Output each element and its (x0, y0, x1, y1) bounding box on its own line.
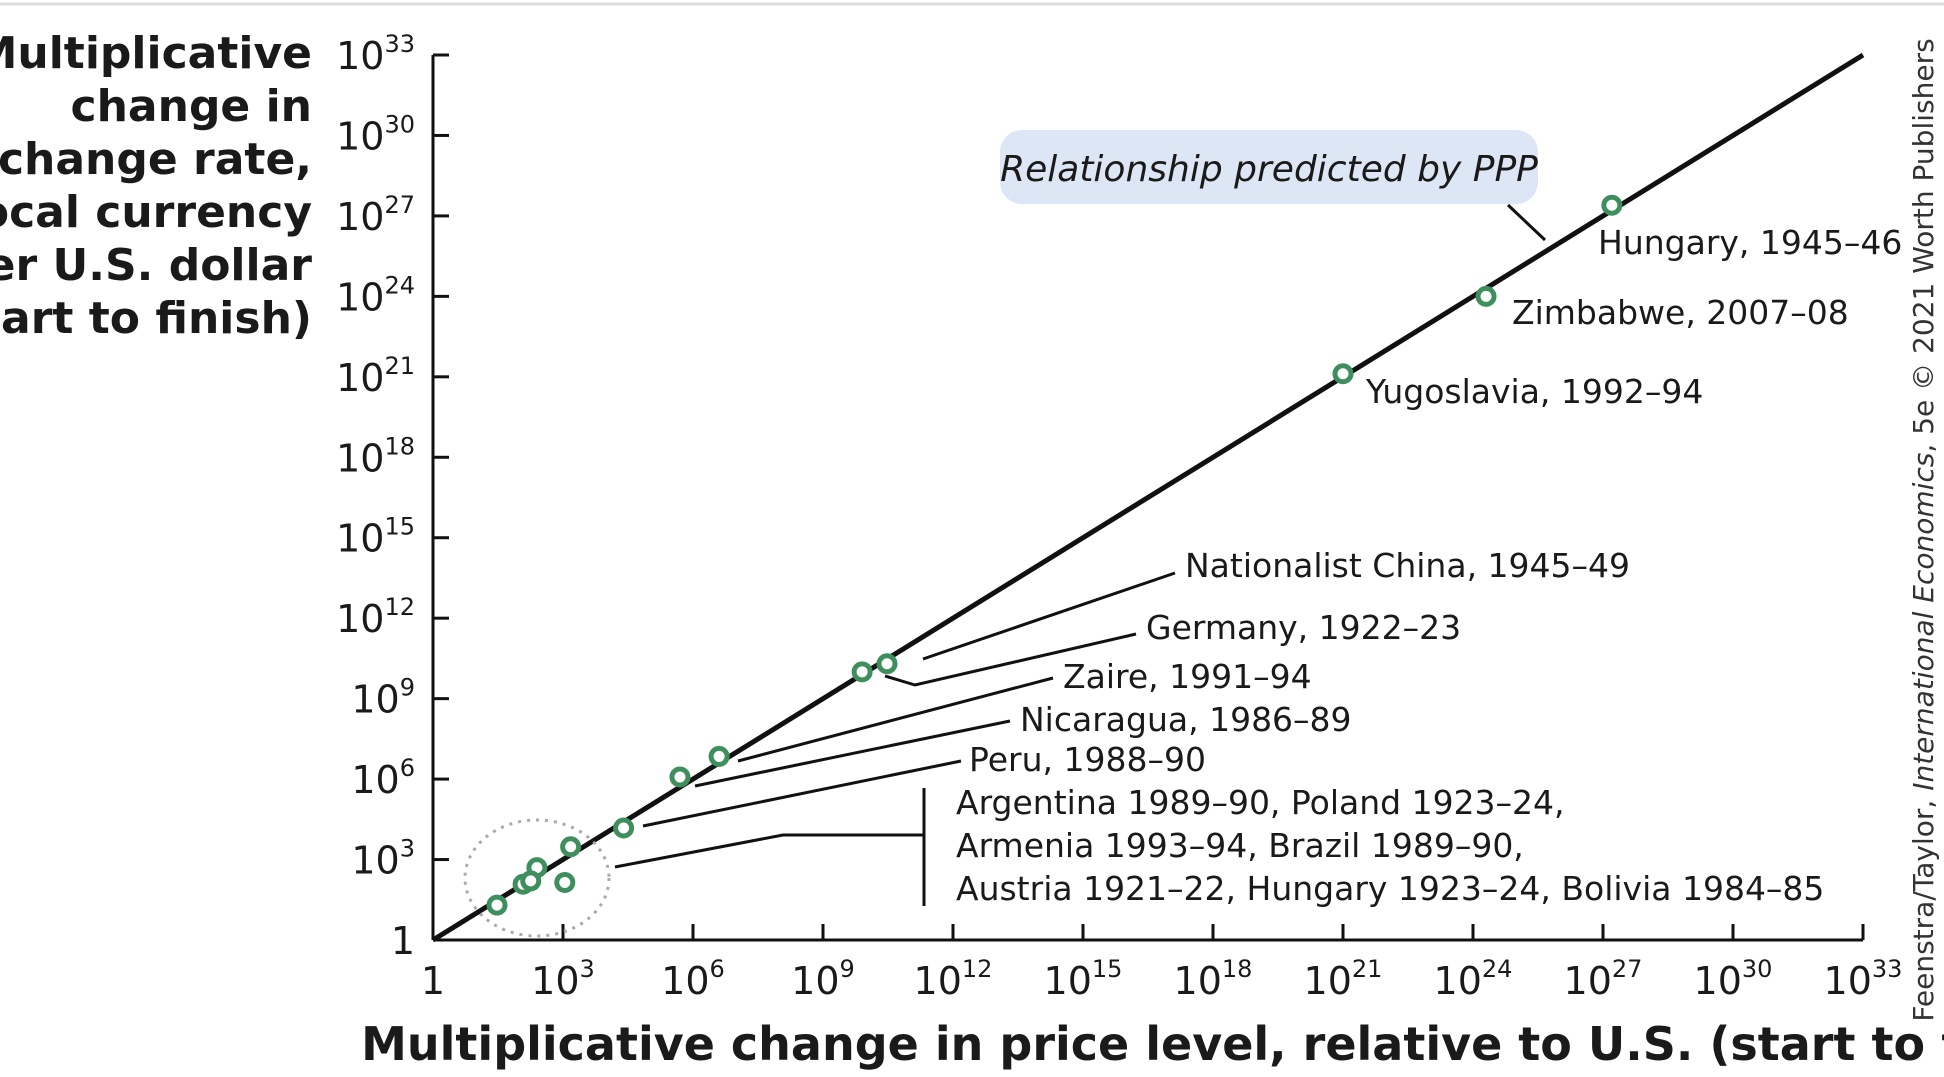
group-label-line-3: Austria 1921–22, Hungary 1923–24, Bolivi… (956, 869, 1824, 908)
label-zimbabwe: Zimbabwe, 2007–08 (1512, 293, 1849, 332)
y-axis-ticks: 1 103 106 109 1012 1015 1018 1021 1024 1027 1030 10… (336, 30, 449, 963)
data-point (554, 871, 576, 893)
y-tick-label: 1012 (336, 593, 415, 641)
label-nationalist-china: Nationalist China, 1945–49 (1185, 546, 1630, 585)
data-point (560, 836, 582, 858)
y-tick-label: 1033 (336, 30, 415, 78)
x-tick-label: 1033 (1824, 955, 1903, 1003)
x-axis-ticks: 1 103 106 109 1012 1015 1018 1021 1024 1027 1030 10… (421, 924, 1903, 1003)
data-points (486, 194, 1623, 916)
x-tick-label: 109 (791, 955, 855, 1003)
y-tick-label: 1015 (336, 513, 415, 561)
x-tick-label: 1021 (1304, 955, 1383, 1003)
data-point (669, 766, 691, 788)
y-tick-label: 1018 (336, 432, 415, 480)
cluster-outline (463, 818, 611, 938)
ppp-callout: Relationship predicted by PPP (1000, 130, 1547, 242)
label-zaire: Zaire, 1991–94 (1063, 657, 1312, 696)
data-point (613, 817, 635, 839)
y-tick-label: 103 (351, 835, 415, 883)
x-tick-label: 1024 (1434, 955, 1513, 1003)
x-axis-title: Multiplicative change in price level, re… (361, 1017, 1944, 1071)
data-point (876, 653, 898, 675)
y-axis-title-line-6: (start to finish) (0, 293, 312, 344)
y-axis-title-line-2: change in (71, 81, 312, 132)
leader-germany (884, 632, 1137, 687)
x-tick-label: 1018 (1174, 955, 1253, 1003)
ppp-callout-box (1000, 130, 1538, 204)
y-tick-label: 1030 (336, 110, 415, 158)
x-tick-label: 1 (421, 959, 445, 1003)
x-tick-label: 1012 (914, 955, 993, 1003)
group-label-line-1: Argentina 1989–90, Poland 1923–24, (956, 783, 1565, 822)
label-nicaragua: Nicaragua, 1986–89 (1020, 700, 1352, 739)
leader-zaire (737, 676, 1054, 763)
data-point (1601, 194, 1623, 216)
leader-group (614, 833, 924, 869)
leader-nationalist-china (922, 571, 1176, 661)
y-tick-label: 1024 (336, 271, 415, 319)
y-axis-title-line-4: local currency (0, 187, 312, 238)
x-tick-label: 1027 (1564, 955, 1643, 1003)
data-point (1332, 363, 1354, 385)
x-tick-label: 103 (531, 955, 595, 1003)
x-tick-label: 106 (661, 955, 725, 1003)
data-point (708, 745, 730, 767)
y-tick-label: 109 (351, 674, 415, 722)
y-tick-label: 1 (391, 919, 415, 963)
ppp-line (431, 52, 1865, 943)
label-germany: Germany, 1922–23 (1146, 608, 1461, 647)
axes (431, 55, 1863, 942)
data-point (851, 661, 873, 683)
point-labels: Hungary, 1945–46 Zimbabwe, 2007–08 Yugos… (956, 223, 1902, 908)
label-yugoslavia: Yugoslavia, 1992–94 (1365, 372, 1703, 411)
group-label-line-2: Armenia 1993–94, Brazil 1989–90, (956, 826, 1524, 865)
data-point (1475, 285, 1497, 307)
label-leaders (614, 571, 1176, 906)
y-axis-title-line-1: Multiplicative (0, 28, 312, 79)
leader-peru (642, 759, 962, 828)
publisher-credit: Feenstra/Taylor, International Economics… (1907, 38, 1940, 1021)
y-axis-title: Multiplicative change in exchange rate, … (0, 28, 312, 344)
y-tick-label: 1021 (336, 352, 415, 400)
label-peru: Peru, 1988–90 (969, 740, 1206, 779)
x-tick-label: 1015 (1044, 955, 1123, 1003)
y-axis-title-line-5: per U.S. dollar (0, 240, 312, 291)
ppp-callout-pointer (1506, 203, 1547, 242)
data-point (486, 894, 508, 916)
ppp-callout-label: Relationship predicted by PPP (1000, 149, 1538, 190)
label-hungary-1945: Hungary, 1945–46 (1598, 223, 1902, 262)
y-tick-label: 1027 (336, 191, 415, 239)
x-tick-label: 1030 (1694, 955, 1773, 1003)
y-axis-title-line-3: exchange rate, (0, 134, 312, 185)
y-tick-label: 106 (351, 754, 415, 802)
leader-nicaragua (694, 719, 1011, 788)
data-point (520, 870, 542, 892)
